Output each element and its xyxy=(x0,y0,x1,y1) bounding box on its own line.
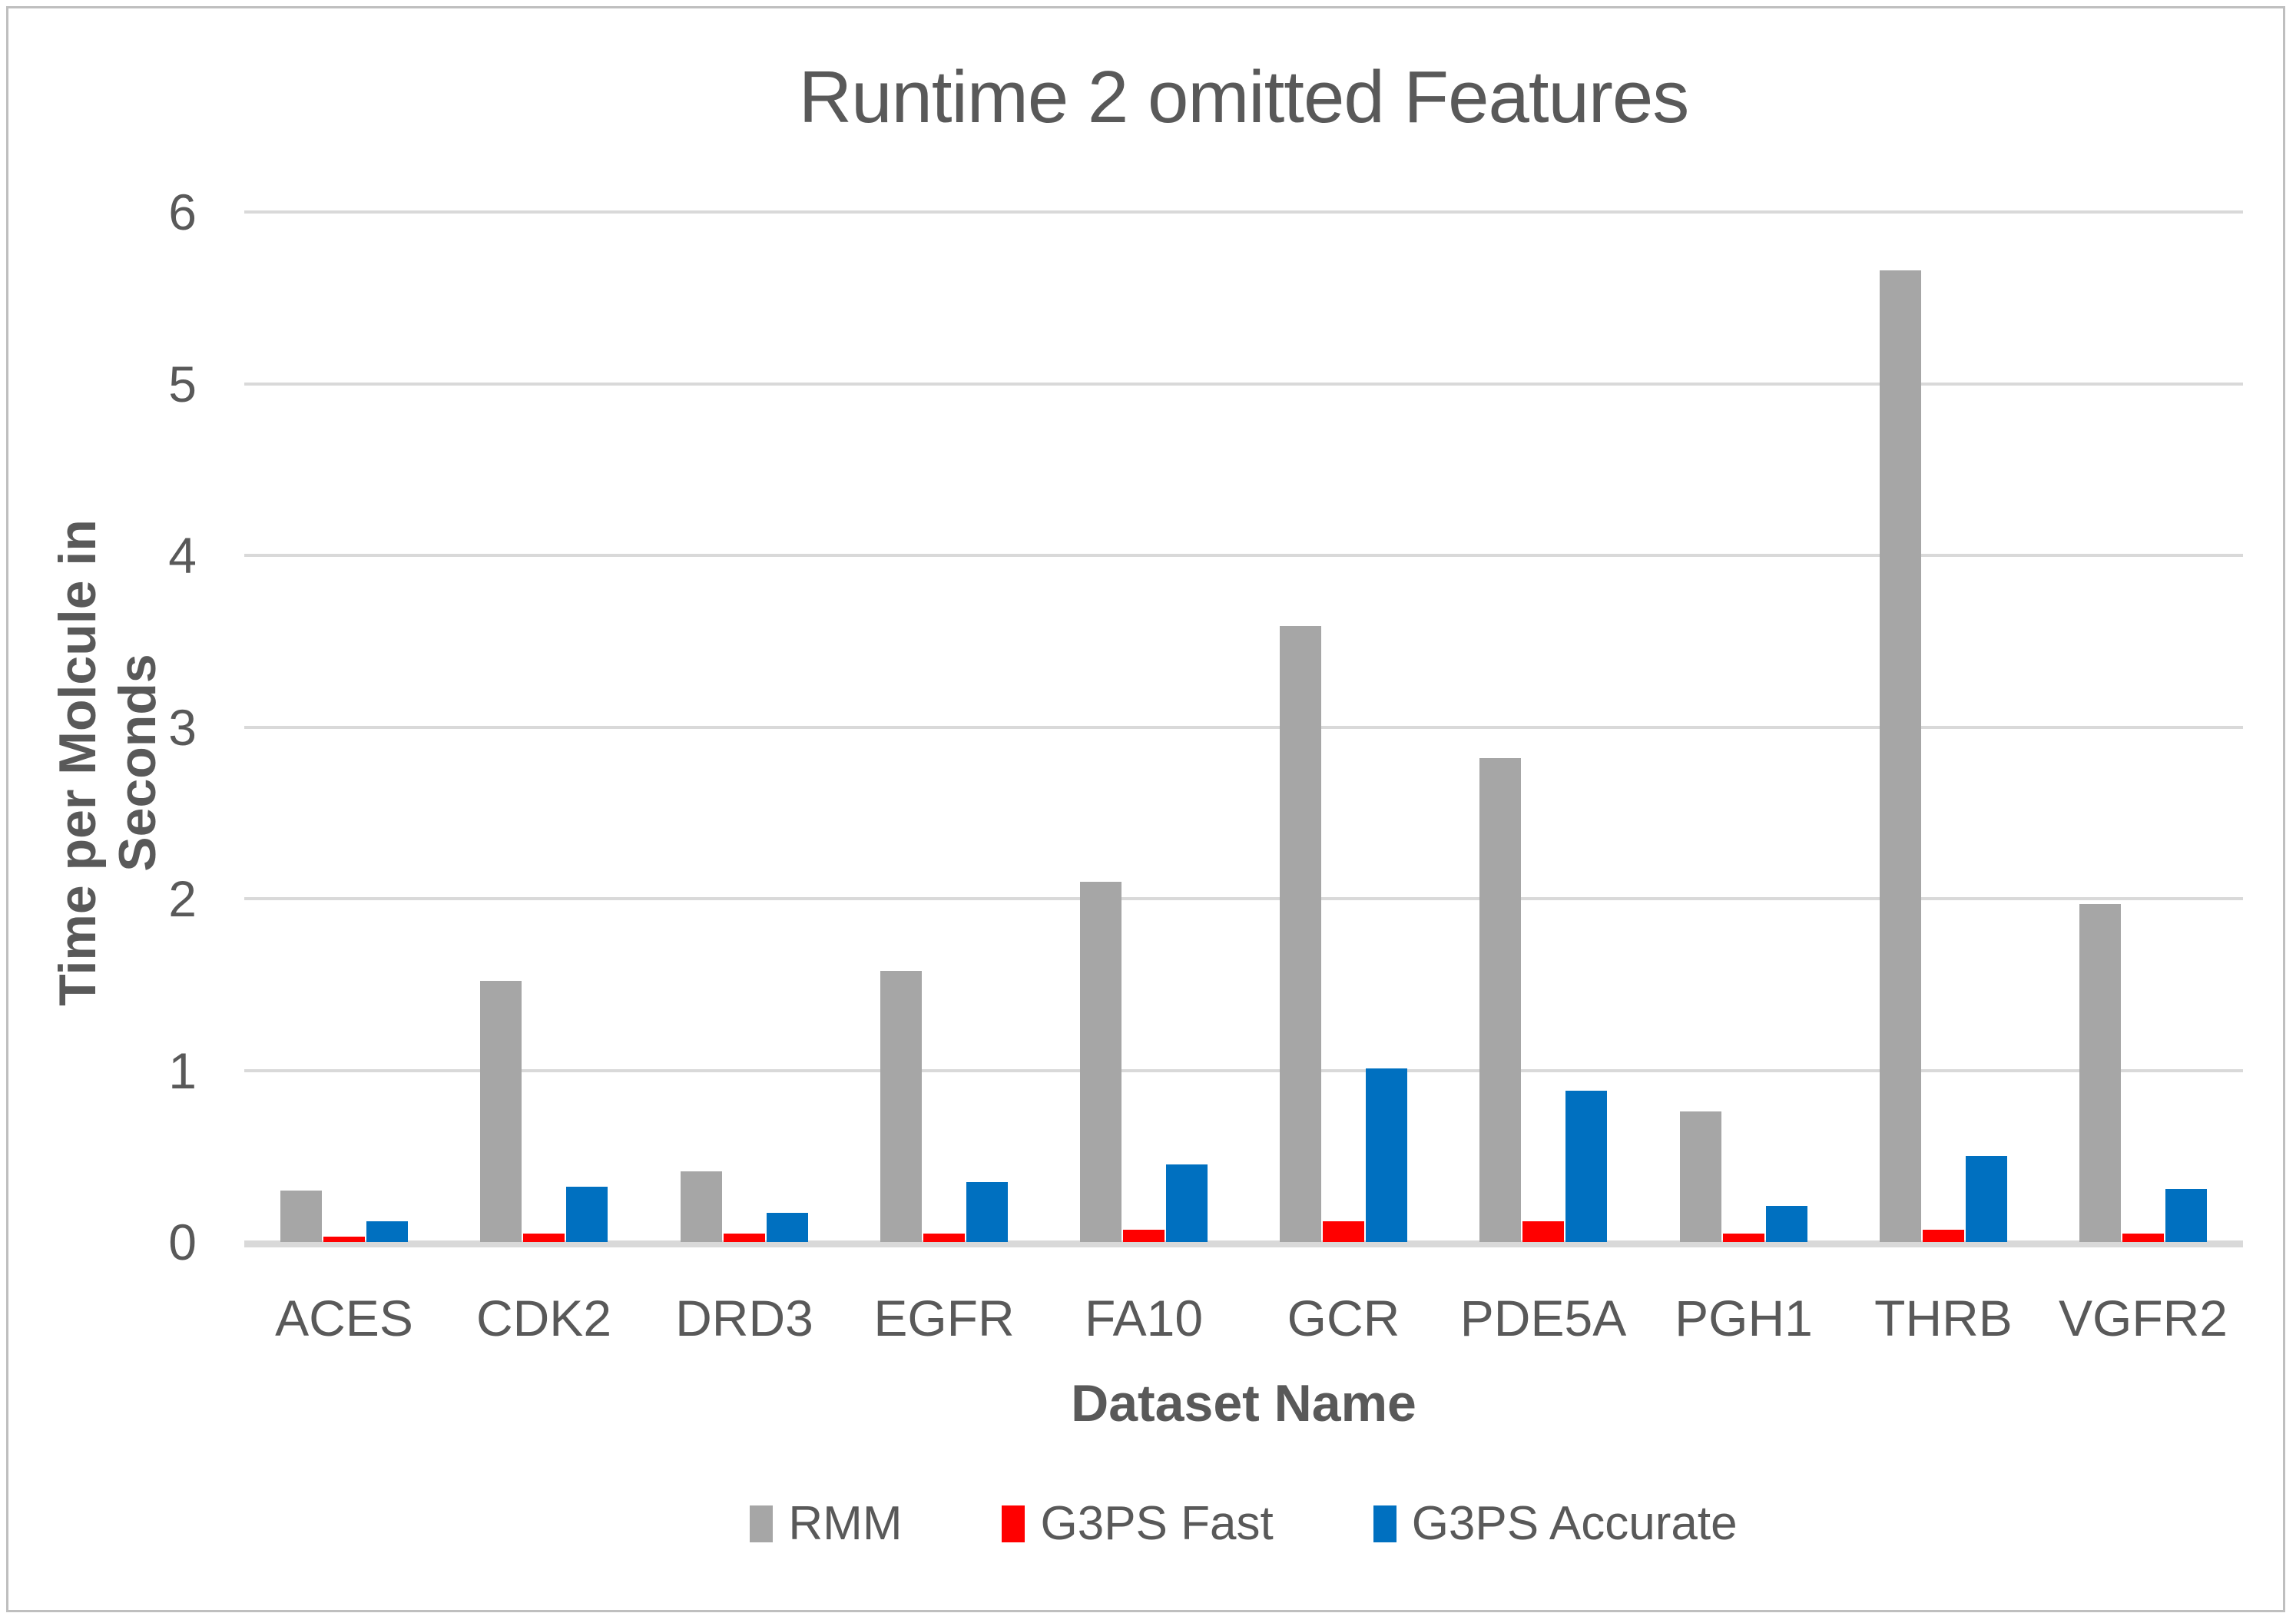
bar-g3ps-accurate-pde5a xyxy=(1565,1091,1607,1242)
bar-g3ps-accurate-drd3 xyxy=(767,1213,808,1242)
gridline-y-4 xyxy=(244,554,2243,557)
x-category-label-fa10: FA10 xyxy=(1084,1290,1204,1346)
gridline-y-6 xyxy=(244,210,2243,214)
bar-g3ps-fast-egfr xyxy=(923,1234,965,1242)
legend: RMM G3PS Fast G3PS Accurate xyxy=(244,1496,2243,1551)
bar-rmm-egfr xyxy=(880,971,922,1242)
bar-g3ps-accurate-vgfr2 xyxy=(2165,1189,2207,1242)
x-category-label-pde5a: PDE5A xyxy=(1459,1290,1627,1346)
legend-item-g3ps-accurate: G3PS Accurate xyxy=(1373,1496,1738,1551)
legend-swatch-icon xyxy=(1002,1505,1025,1542)
x-category-label-cdk2: CDK2 xyxy=(475,1290,612,1346)
bar-g3ps-fast-gcr xyxy=(1323,1221,1364,1242)
bar-g3ps-fast-aces xyxy=(323,1237,365,1242)
x-category-label-gcr: GCR xyxy=(1287,1290,1400,1346)
bar-rmm-cdk2 xyxy=(480,981,522,1242)
bar-rmm-fa10 xyxy=(1080,882,1121,1242)
x-axis-title: Dataset Name xyxy=(1071,1374,1416,1433)
y-tick-label-5: 5 xyxy=(168,355,197,412)
x-category-label-thrb: THRB xyxy=(1874,1290,2013,1346)
legend-item-g3ps-fast: G3PS Fast xyxy=(1002,1496,1274,1551)
bar-g3ps-accurate-gcr xyxy=(1366,1068,1407,1242)
gridline-y-3 xyxy=(244,725,2243,729)
x-axis-line xyxy=(244,1240,2243,1247)
bar-rmm-thrb xyxy=(1880,270,1921,1242)
bar-rmm-vgfr2 xyxy=(2079,904,2121,1242)
legend-swatch-icon xyxy=(750,1505,774,1542)
bar-g3ps-accurate-fa10 xyxy=(1166,1164,1208,1242)
bar-g3ps-accurate-pgh1 xyxy=(1766,1206,1807,1242)
bar-g3ps-accurate-aces xyxy=(366,1221,408,1242)
gridline-y-5 xyxy=(244,382,2243,386)
bar-g3ps-accurate-cdk2 xyxy=(566,1187,608,1242)
y-tick-label-0: 0 xyxy=(168,1214,197,1270)
bar-g3ps-fast-cdk2 xyxy=(523,1234,565,1242)
bar-g3ps-fast-vgfr2 xyxy=(2122,1234,2164,1242)
y-tick-label-1: 1 xyxy=(168,1042,197,1099)
gridline-y-1 xyxy=(244,1068,2243,1072)
x-category-label-vgfr2: VGFR2 xyxy=(2058,1290,2228,1346)
bar-rmm-pde5a xyxy=(1479,758,1521,1242)
legend-label: G3PS Accurate xyxy=(1411,1497,1738,1550)
bar-rmm-drd3 xyxy=(681,1171,722,1242)
x-category-label-egfr: EGFR xyxy=(873,1290,1015,1346)
y-tick-label-2: 2 xyxy=(168,870,197,927)
y-tick-label-3: 3 xyxy=(168,698,197,756)
bar-g3ps-fast-drd3 xyxy=(724,1234,765,1242)
x-category-label-drd3: DRD3 xyxy=(675,1290,813,1346)
bar-rmm-aces xyxy=(280,1191,322,1242)
bar-rmm-gcr xyxy=(1280,626,1321,1242)
y-tick-label-6: 6 xyxy=(168,184,197,240)
bar-g3ps-accurate-thrb xyxy=(1966,1156,2007,1242)
legend-label: G3PS Fast xyxy=(1040,1497,1274,1550)
x-category-label-pgh1: PGH1 xyxy=(1675,1290,1813,1346)
legend-item-rmm: RMM xyxy=(750,1496,902,1551)
chart-title: Runtime 2 omitted Features xyxy=(798,56,1690,138)
bar-g3ps-fast-thrb xyxy=(1923,1230,1964,1242)
bar-g3ps-fast-pde5a xyxy=(1522,1221,1564,1242)
y-tick-label-4: 4 xyxy=(168,527,197,584)
x-category-label-aces: ACES xyxy=(275,1290,413,1346)
bar-g3ps-fast-pgh1 xyxy=(1723,1234,1764,1242)
bar-g3ps-accurate-egfr xyxy=(966,1182,1008,1242)
gridline-y-2 xyxy=(244,897,2243,900)
legend-swatch-icon xyxy=(1373,1505,1396,1542)
bar-g3ps-fast-fa10 xyxy=(1123,1230,1165,1242)
y-axis-title: Time per Molcule in Seconds xyxy=(48,519,167,1006)
legend-label: RMM xyxy=(788,1497,903,1550)
bar-rmm-pgh1 xyxy=(1680,1111,1721,1242)
